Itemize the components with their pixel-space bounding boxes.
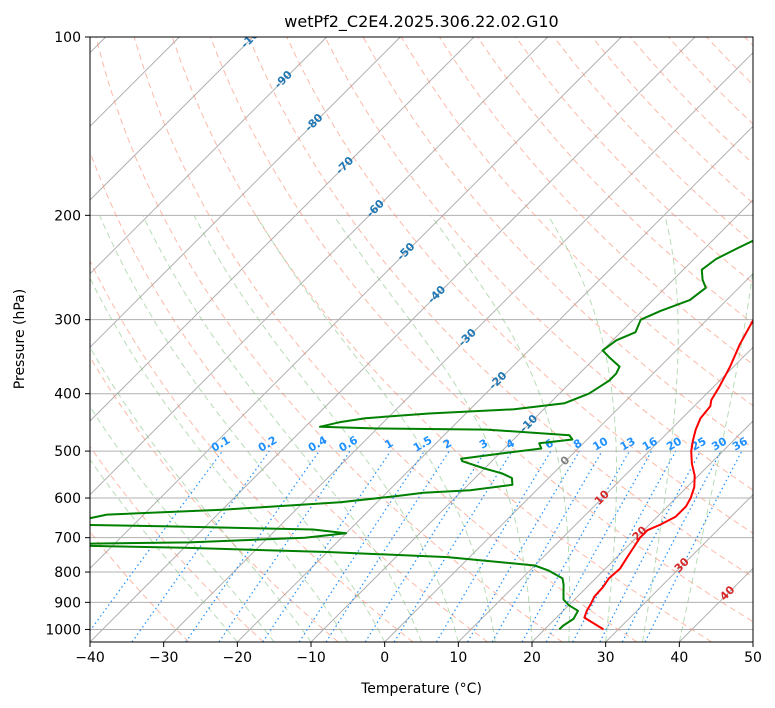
y-tick-label: 200 xyxy=(54,208,81,224)
moist-adiabat xyxy=(99,215,386,642)
moist-adiabat xyxy=(142,215,422,642)
chart-title: wetPf2_C2E4.2025.306.22.02.G10 xyxy=(284,12,558,32)
mixing-ratio-line xyxy=(572,450,677,642)
y-tick-label: 900 xyxy=(54,595,81,611)
x-tick-label: 10 xyxy=(449,650,467,666)
mixing-ratio-line xyxy=(364,450,486,642)
mixing-ratio-line xyxy=(644,450,743,642)
y-tick-label: 100 xyxy=(54,30,81,46)
isotherm-line xyxy=(457,346,753,642)
x-axis-title: Temperature (°C) xyxy=(360,681,482,697)
isotherm-line xyxy=(236,125,753,642)
y-tick-label: 600 xyxy=(54,491,81,507)
isotherm-line xyxy=(90,37,622,570)
mixing-ratio-line xyxy=(466,450,580,642)
moist-adiabat xyxy=(642,215,679,642)
mixing-ratio-label: 4 xyxy=(504,436,517,451)
dry-adiabat xyxy=(90,531,190,642)
dry-adiabat xyxy=(90,445,264,642)
x-tick-label: 0 xyxy=(380,650,389,666)
isotherm-line xyxy=(531,420,753,642)
x-tick-label: −20 xyxy=(223,650,253,666)
x-tick-label: 50 xyxy=(744,650,762,666)
dry-adiabat xyxy=(95,37,563,642)
isotherm-line xyxy=(678,567,753,642)
isotherm-line xyxy=(90,37,696,642)
dry-adiabat xyxy=(248,37,753,578)
moist-adiabat xyxy=(90,276,349,642)
x-tick-label: −10 xyxy=(296,650,326,666)
moist-adiabat xyxy=(90,458,238,642)
mixing-ratio-line xyxy=(435,450,552,642)
mixing-ratio-line xyxy=(599,450,702,642)
isotherm-line xyxy=(90,37,475,422)
dry-adiabat xyxy=(515,37,753,284)
mixing-ratio-label: 6 xyxy=(543,436,556,451)
mixing-ratio-label: 2 xyxy=(441,437,454,452)
x-tick-label: 30 xyxy=(597,650,615,666)
dry-adiabat xyxy=(744,37,753,47)
axes: −40 −30 −20 −10 0 10 20 30 40 50 1000 900 800 700 600 5… xyxy=(45,30,762,666)
y-axis-title: Pressure (hPa) xyxy=(12,289,28,389)
x-tick-label: −40 xyxy=(75,650,105,666)
x-tick-label: −30 xyxy=(149,650,179,666)
moist-adiabat xyxy=(333,215,533,642)
temperature-profile-line xyxy=(583,317,753,631)
dry-adiabat xyxy=(90,259,414,642)
y-tick-label: 1000 xyxy=(45,622,81,638)
x-tick-label: 40 xyxy=(670,650,688,666)
dry-adiabat xyxy=(210,37,753,623)
moist-adiabat xyxy=(193,215,459,642)
mixing-ratio-line xyxy=(262,450,392,642)
isotherm-line xyxy=(163,51,753,642)
moist-adiabat xyxy=(430,215,571,642)
dry-adiabat xyxy=(706,37,753,86)
isotherm-line xyxy=(605,493,753,642)
isotherm-line xyxy=(90,37,254,201)
y-tick-label: 300 xyxy=(54,313,81,329)
dry-adiabat xyxy=(668,37,753,125)
sounding-profiles xyxy=(90,239,753,631)
moist-adiabat xyxy=(90,405,275,642)
isotherm-line xyxy=(752,641,753,642)
mixing-ratio-line xyxy=(185,450,320,642)
dry-adiabat xyxy=(438,37,753,366)
dewpoint-profile-line xyxy=(90,239,753,631)
moist-adiabat xyxy=(678,266,753,642)
mixing-ratio-line xyxy=(325,450,450,642)
y-tick-label: 800 xyxy=(54,565,81,581)
plot-frame xyxy=(89,36,754,643)
dry-adiabat xyxy=(286,37,753,534)
dry-adiabat xyxy=(133,37,638,642)
mixing-ratio-line xyxy=(218,450,351,642)
isotherm-line xyxy=(384,272,753,642)
mixing-ratio-line xyxy=(393,450,513,642)
x-tick-label: 20 xyxy=(523,650,541,666)
dry-adiabat xyxy=(324,37,753,491)
isotherm-line xyxy=(90,37,401,349)
mixing-ratio-line xyxy=(298,450,425,642)
y-tick-label: 500 xyxy=(54,444,81,460)
isotherm-line xyxy=(90,37,328,275)
isotherm-line xyxy=(90,37,549,496)
y-tick-label: 700 xyxy=(54,531,81,547)
moist-adiabat xyxy=(90,346,312,642)
y-tick-label: 400 xyxy=(54,387,81,403)
background-lines xyxy=(90,37,753,642)
